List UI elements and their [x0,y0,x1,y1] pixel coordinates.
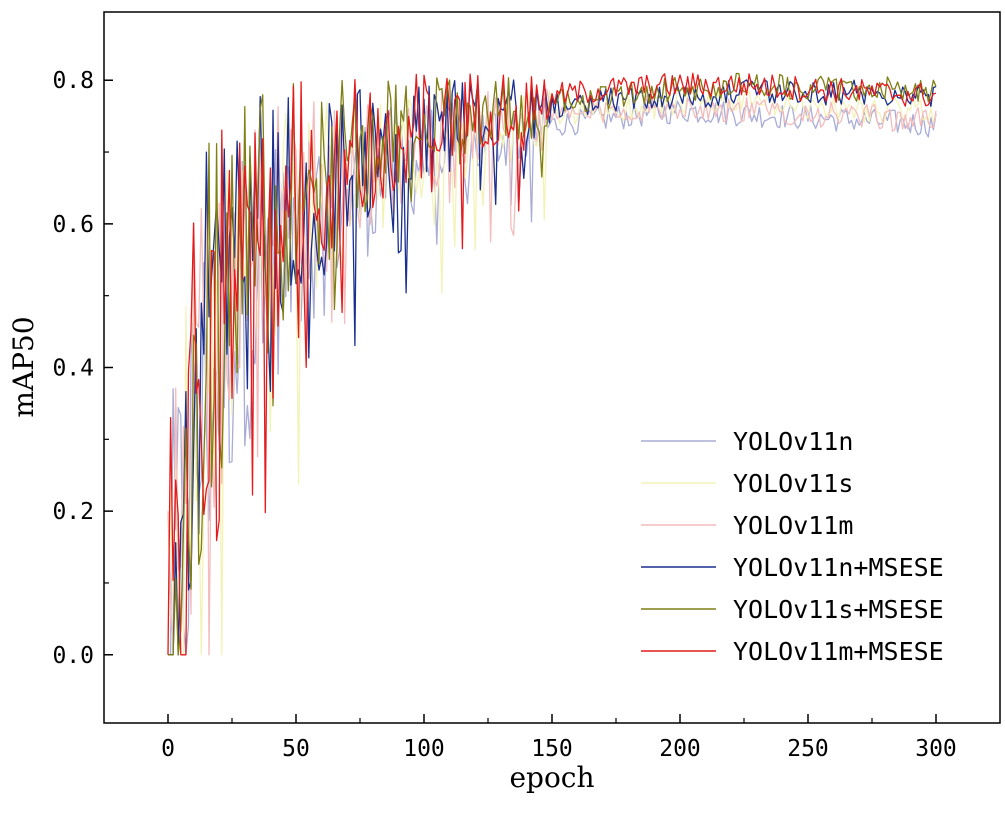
x-tick-label: 100 [403,736,445,762]
x-tick-label: 200 [659,736,701,762]
x-axis-title: epoch [509,761,594,794]
y-axis-title: mAP50 [7,316,40,417]
y-tick-label: 0.6 [52,212,94,238]
x-tick-label: 300 [915,736,957,762]
series-layer [167,72,937,656]
x-axis: 0 50 100 150 200 250 300 [161,714,957,762]
legend-label: YOLOv11n [733,427,853,456]
series-line [167,88,937,656]
y-tick-label: 0.0 [52,643,94,669]
series-line [167,72,937,656]
x-tick-label: 50 [282,736,310,762]
legend-label: YOLOv11m [733,511,853,540]
legend-label: YOLOv11s+MSESE [733,595,944,624]
y-axis: 0.0 0.2 0.4 0.6 0.8 [52,68,113,669]
legend-label: YOLOv11n+MSESE [733,553,944,582]
legend: YOLOv11n YOLOv11s YOLOv11m YOLOv11n+MSESE YO… [641,427,944,666]
x-tick-label: 0 [161,736,175,762]
legend-label: YOLOv11m+MSESE [733,637,944,666]
y-tick-label: 0.4 [52,356,94,382]
x-tick-label: 150 [531,736,573,762]
x-tick-label: 250 [787,736,829,762]
y-tick-label: 0.2 [52,499,94,525]
legend-label: YOLOv11s [733,469,853,498]
y-tick-label: 0.8 [52,68,94,94]
